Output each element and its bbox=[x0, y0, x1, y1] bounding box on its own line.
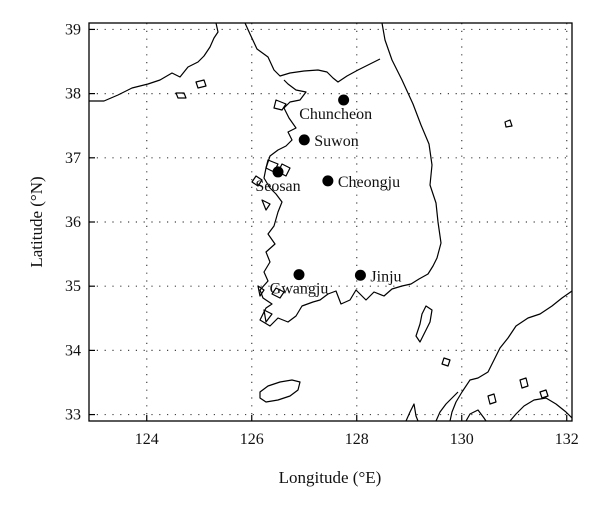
station-label-cheongju: Cheongju bbox=[338, 174, 400, 191]
station-label-jinju: Jinju bbox=[370, 268, 401, 285]
x-tick-label-126: 126 bbox=[240, 431, 264, 448]
y-axis-label: Latitude (°N) bbox=[27, 176, 46, 267]
korea-peninsula-coastline bbox=[89, 23, 442, 327]
stations: Chuncheon Suwon Seosan Cheongju Gwangju Jinju bbox=[255, 94, 402, 298]
station-marker-chuncheon bbox=[338, 94, 350, 106]
y-tick-label-36: 36 bbox=[65, 214, 81, 231]
plot-frame bbox=[88, 22, 573, 422]
station-label-seosan: Seosan bbox=[255, 178, 300, 195]
y-tick-label-37: 37 bbox=[65, 150, 81, 167]
y-tick-label-38: 38 bbox=[65, 86, 81, 103]
x-tick-label-128: 128 bbox=[345, 431, 369, 448]
x-tick-label-124: 124 bbox=[135, 431, 159, 448]
japan-coastline bbox=[405, 290, 572, 421]
station-marker-jinju bbox=[354, 269, 366, 281]
station-label-suwon: Suwon bbox=[314, 133, 358, 150]
ulleung-island bbox=[504, 119, 513, 128]
station-marker-cheongju bbox=[322, 175, 334, 187]
jeju-island bbox=[259, 379, 301, 403]
iki-island bbox=[441, 357, 451, 367]
coastlines bbox=[89, 23, 572, 421]
y-tick-label-33: 33 bbox=[65, 407, 81, 424]
y-tick-label-35: 35 bbox=[65, 278, 81, 295]
station-label-chuncheon: Chuncheon bbox=[299, 106, 372, 123]
station-marker-gwangju bbox=[293, 269, 305, 281]
nw-islands bbox=[175, 79, 207, 99]
gridlines bbox=[89, 23, 572, 421]
x-tick-label-132: 132 bbox=[555, 431, 579, 448]
tsushima-island bbox=[415, 305, 433, 343]
axis-ticks: 124 126 128 130 132 33 34 35 36 37 38 39 bbox=[65, 21, 579, 448]
x-tick-label-130: 130 bbox=[450, 431, 474, 448]
station-label-gwangju: Gwangju bbox=[270, 281, 329, 298]
y-tick-label-39: 39 bbox=[65, 21, 81, 38]
x-axis-label: Longitude (°E) bbox=[279, 468, 382, 487]
y-tick-label-34: 34 bbox=[65, 342, 81, 359]
station-marker-seosan bbox=[272, 166, 284, 178]
station-marker-suwon bbox=[298, 134, 310, 146]
japan-small-islands bbox=[487, 377, 549, 405]
